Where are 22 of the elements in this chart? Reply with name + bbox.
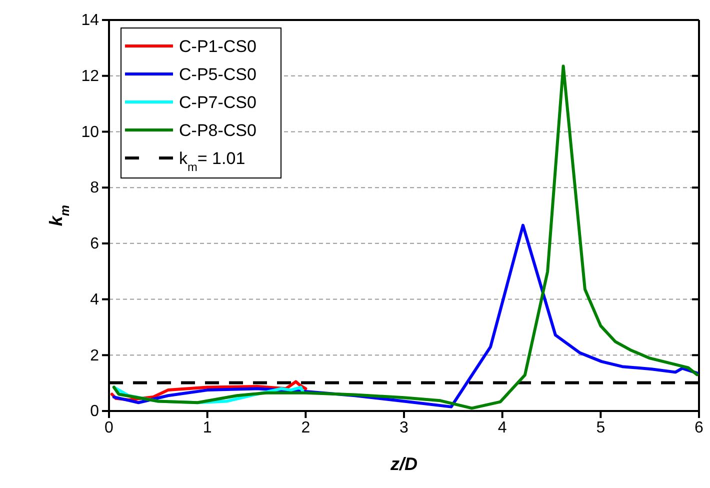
legend-label: C-P7-CS0 <box>179 93 256 112</box>
y-tick-label: 12 <box>81 68 100 85</box>
x-tick-label: 6 <box>694 419 704 436</box>
legend-label: C-P1-CS0 <box>179 37 256 56</box>
legend-label: C-P5-CS0 <box>179 65 256 84</box>
x-tick-label: 1 <box>202 419 212 436</box>
y-tick-label: 4 <box>90 291 100 308</box>
legend-label: C-P8-CS0 <box>179 121 256 140</box>
x-tick-label: 3 <box>400 419 409 436</box>
y-tick-label: 14 <box>81 12 100 30</box>
y-tick-label: 8 <box>90 180 100 197</box>
x-axis-title: z/D <box>390 454 418 474</box>
y-tick-label: 2 <box>90 347 100 364</box>
x-tick-label: 5 <box>596 419 606 436</box>
x-tick-label: 0 <box>104 419 114 436</box>
x-tick-label: 2 <box>301 419 310 436</box>
x-tick-label: 4 <box>498 419 507 436</box>
y-tick-label: 6 <box>90 236 100 253</box>
y-tick-label: 10 <box>81 124 100 141</box>
y-tick-label: 0 <box>90 403 100 420</box>
legend-label: k$_{m}$= 1.01 <box>179 149 246 174</box>
line-series <box>112 64 699 410</box>
